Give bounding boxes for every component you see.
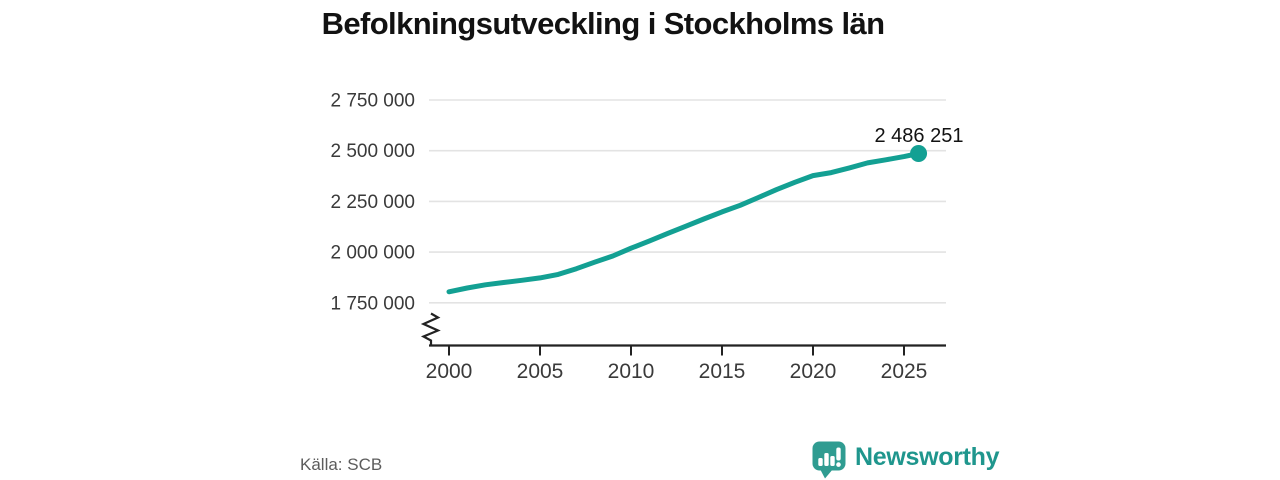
x-axis-tick-label: 2015 [699,360,746,383]
y-axis-tick-label: 2 500 000 [330,141,415,162]
y-axis-tick-label: 2 000 000 [330,243,415,264]
end-point-marker [910,144,928,162]
newsworthy-logo: Newsworthy [812,441,1000,479]
source-label: Källa: SCB [300,455,383,474]
x-axis-tick-label: 2000 [426,360,473,383]
population-line [446,151,922,295]
axis-break-icon [420,312,441,345]
y-axis-tick-label: 2 750 000 [330,91,415,112]
newsworthy-logo-text: Newsworthy [855,443,1000,471]
x-axis-tick-label: 2005 [517,360,564,383]
y-axis-tick-label: 2 250 000 [330,192,415,213]
y-axis-tick-label: 1 750 000 [330,293,415,314]
chart-title: Befolkningsutveckling i Stockholms län [321,6,885,41]
x-axis-tick-label: 2025 [881,360,928,383]
newsworthy-logo-icon [812,441,846,479]
data-point-label: 2 486 251 [874,125,964,147]
x-axis-tick-label: 2010 [608,360,655,383]
x-axis-tick-label: 2020 [790,360,837,383]
